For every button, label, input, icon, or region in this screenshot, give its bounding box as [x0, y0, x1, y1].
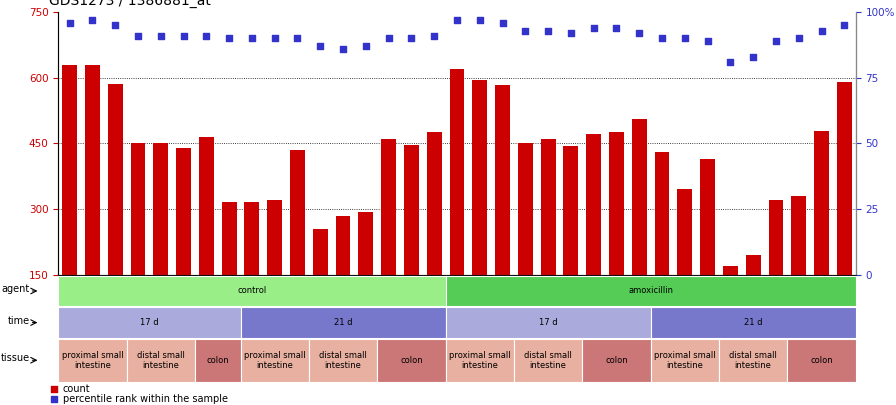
Point	[677, 35, 692, 42]
Text: proximal small
intestine: proximal small intestine	[244, 351, 306, 370]
Text: amoxicillin: amoxicillin	[628, 286, 673, 296]
Bar	[745, 255, 761, 275]
Bar	[677, 189, 693, 275]
Point	[609, 25, 624, 31]
Point	[358, 43, 373, 49]
Point	[47, 386, 61, 392]
Point	[791, 35, 806, 42]
Text: time: time	[7, 316, 30, 326]
Bar	[426, 132, 442, 275]
Point	[290, 35, 305, 42]
Text: proximal small
intestine: proximal small intestine	[654, 351, 716, 370]
Text: colon: colon	[810, 356, 832, 365]
Point	[655, 35, 669, 42]
Point	[587, 25, 601, 31]
Bar	[495, 85, 510, 275]
Point	[472, 17, 487, 23]
Point	[199, 32, 213, 39]
Bar	[609, 132, 624, 275]
Text: 21 d: 21 d	[744, 318, 762, 327]
Bar	[336, 215, 350, 275]
Bar	[62, 65, 77, 275]
Text: proximal small
intestine: proximal small intestine	[62, 351, 124, 370]
Point	[701, 38, 715, 44]
Point	[177, 32, 191, 39]
Point	[313, 43, 327, 49]
Point	[723, 59, 737, 65]
Bar	[85, 65, 99, 275]
Bar	[381, 139, 396, 275]
Bar	[404, 145, 418, 275]
Bar	[245, 202, 259, 275]
Text: GDS1273 / 1386881_at: GDS1273 / 1386881_at	[49, 0, 211, 8]
Point	[245, 35, 259, 42]
Text: distal small
intestine: distal small intestine	[319, 351, 367, 370]
Text: count: count	[63, 384, 90, 394]
Point	[222, 35, 237, 42]
Bar	[153, 143, 168, 275]
Bar	[700, 159, 715, 275]
Point	[382, 35, 396, 42]
Text: distal small
intestine: distal small intestine	[137, 351, 185, 370]
Bar	[131, 143, 145, 275]
Point	[769, 38, 783, 44]
Bar	[450, 69, 464, 275]
Point	[108, 22, 123, 28]
Bar	[313, 229, 328, 275]
Text: control: control	[237, 286, 266, 296]
Point	[564, 30, 578, 36]
Text: colon: colon	[401, 356, 423, 365]
Bar	[791, 196, 806, 275]
Point	[518, 27, 532, 34]
Text: distal small
intestine: distal small intestine	[524, 351, 572, 370]
Point	[814, 27, 829, 34]
Text: 21 d: 21 d	[334, 318, 352, 327]
Point	[63, 19, 77, 26]
Point	[268, 35, 282, 42]
Text: agent: agent	[1, 284, 30, 294]
Bar	[540, 139, 556, 275]
Bar	[586, 134, 601, 275]
Bar	[723, 266, 737, 275]
Bar	[290, 150, 305, 275]
Point	[85, 17, 99, 23]
Point	[837, 22, 851, 28]
Bar	[518, 143, 533, 275]
Bar	[267, 200, 282, 275]
Bar	[655, 152, 669, 275]
Text: 17 d: 17 d	[140, 318, 159, 327]
Point	[404, 35, 418, 42]
Point	[47, 396, 61, 403]
Text: proximal small
intestine: proximal small intestine	[449, 351, 511, 370]
Text: colon: colon	[605, 356, 628, 365]
Point	[336, 46, 350, 52]
Bar	[199, 137, 214, 275]
Bar	[358, 213, 374, 275]
Bar	[177, 148, 191, 275]
Bar	[632, 119, 647, 275]
Point	[153, 32, 168, 39]
Point	[495, 19, 510, 26]
Text: percentile rank within the sample: percentile rank within the sample	[63, 394, 228, 405]
Point	[427, 32, 442, 39]
Text: 17 d: 17 d	[538, 318, 557, 327]
Bar	[814, 131, 829, 275]
Point	[131, 32, 145, 39]
Point	[746, 53, 761, 60]
Bar	[837, 82, 852, 275]
Bar	[472, 80, 487, 275]
Text: distal small
intestine: distal small intestine	[729, 351, 777, 370]
Text: colon: colon	[206, 356, 229, 365]
Bar	[769, 200, 783, 275]
Point	[450, 17, 464, 23]
Bar	[221, 202, 237, 275]
Point	[541, 27, 556, 34]
Text: tissue: tissue	[0, 353, 30, 363]
Point	[632, 30, 646, 36]
Bar	[108, 84, 123, 275]
Bar	[564, 145, 578, 275]
